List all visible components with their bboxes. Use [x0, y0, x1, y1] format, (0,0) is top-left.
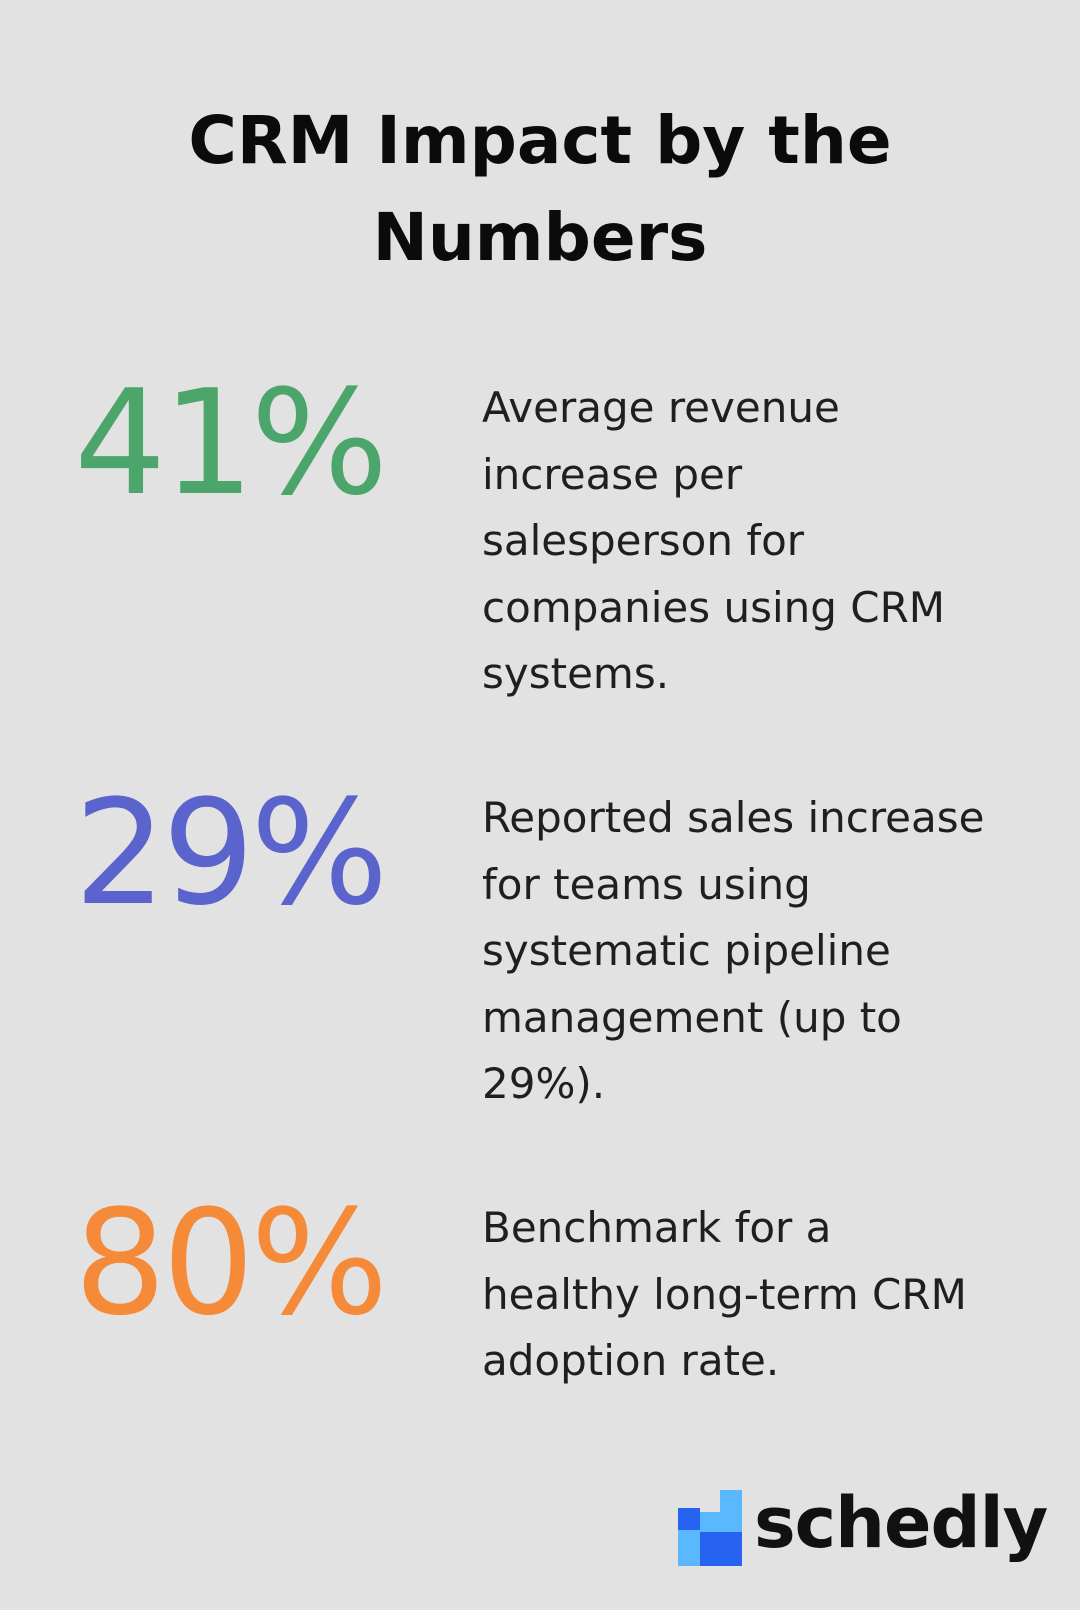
stat-value: 29% [74, 769, 388, 938]
page-title: CRM Impact by the Numbers [188, 102, 892, 276]
schedly-logo-icon [678, 1490, 742, 1566]
stat-value: 41% [74, 359, 388, 528]
stat-value: 80% [74, 1179, 388, 1348]
stat-description: Benchmark for a healthy long-term CRM ad… [482, 1203, 967, 1385]
schedly-logo-text: schedly [754, 1482, 1048, 1564]
stat-description: Average revenue increase per salesperson… [482, 383, 946, 698]
stat-description: Reported sales increase for teams using … [482, 793, 985, 1108]
schedly-logo: schedly [678, 1482, 1048, 1570]
